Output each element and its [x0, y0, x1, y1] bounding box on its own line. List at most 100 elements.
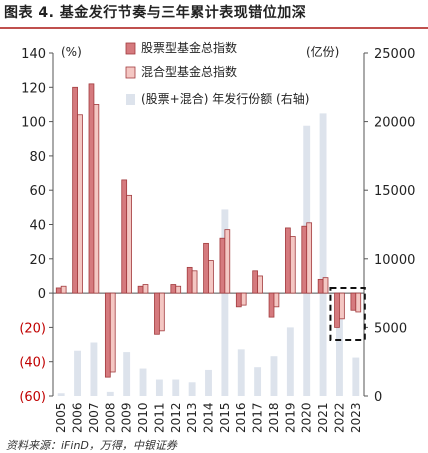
mixed-index-bar — [322, 277, 329, 294]
issuance-bar — [106, 391, 114, 396]
category-label: 2008 — [103, 402, 117, 433]
left-tick-label: 40 — [29, 219, 46, 234]
issuance-bar — [319, 113, 327, 397]
stock-index-bar — [317, 278, 324, 294]
category-label: 2014 — [202, 402, 216, 433]
category-label: 2009 — [120, 402, 134, 433]
stock-index-bar — [121, 179, 128, 294]
right-tick-label: 10000 — [374, 253, 415, 268]
issuance-bar — [57, 393, 65, 396]
mixed-index-bar — [240, 292, 247, 306]
mixed-index-bar — [355, 292, 362, 313]
category-label: 2018 — [267, 402, 281, 433]
mixed-index-bar — [60, 285, 67, 294]
category-label: 2023 — [349, 402, 363, 433]
category-label: 2019 — [283, 402, 297, 433]
issuance-bar — [74, 350, 81, 396]
issuance-bar — [286, 327, 294, 396]
left-tick-label: 140 — [21, 47, 46, 62]
stock-index-bar — [268, 292, 275, 318]
stock-index-bar — [186, 266, 193, 294]
left-tick-label: 120 — [21, 81, 46, 96]
left-tick-label: 100 — [21, 116, 46, 131]
mixed-index-bar — [208, 260, 214, 294]
mixed-index-bar — [93, 104, 100, 294]
stock-index-bar — [55, 287, 62, 294]
legend-label: (股票+混合) 年发行份额 (右轴) — [141, 91, 309, 106]
issuance-bar — [221, 209, 229, 396]
left-tick-label: 80 — [29, 150, 46, 165]
stock-index-bar — [170, 284, 177, 294]
issuance-bar — [352, 357, 360, 396]
category-label: 2013 — [185, 402, 199, 433]
stock-index-bar — [88, 83, 95, 294]
mixed-index-bar — [257, 275, 263, 294]
category-label: 2022 — [332, 402, 346, 433]
issuance-bar — [336, 316, 343, 396]
mixed-index-bar — [339, 292, 345, 320]
stock-index-bar — [154, 292, 160, 335]
legend-label: 股票型基金总指数 — [141, 40, 237, 55]
issuance-bar — [172, 379, 180, 396]
axes: 140 120 100 80 60 40 20 0 (20) (40) (60) (%) 25000 20… — [19, 44, 415, 433]
highlight-box — [329, 287, 366, 341]
category-label: 2010 — [136, 402, 150, 433]
left-tick-label: 20 — [29, 253, 46, 268]
stock-index-bar — [203, 242, 209, 294]
category-label: 2012 — [169, 402, 183, 433]
issuance-bar — [270, 356, 278, 396]
source-note: 资料来源：iFinD，万得，中银证券 — [6, 439, 177, 452]
category-label: 2005 — [54, 402, 68, 433]
stock-index-bar — [252, 270, 259, 294]
mixed-index-bar — [158, 292, 165, 332]
stock-index-bar — [104, 292, 111, 378]
title-divider — [0, 27, 428, 29]
category-label: 2017 — [251, 402, 265, 433]
right-tick-label: 25000 — [374, 47, 415, 62]
category-label: 2006 — [71, 402, 85, 433]
stock-index-bar — [350, 292, 357, 311]
mixed-index-bar — [77, 114, 83, 294]
mixed-index-bar — [306, 222, 313, 294]
legend-swatch — [126, 94, 135, 105]
chart: 140 120 100 80 60 40 20 0 (20) (40) (60) (%) 25000 20… — [19, 40, 415, 433]
category-label: 2015 — [218, 402, 232, 433]
right-tick-label: 5000 — [374, 321, 407, 336]
mixed-index-bar — [289, 236, 296, 294]
mixed-index-bar — [109, 292, 116, 373]
category-label: 2007 — [87, 402, 101, 433]
issuance-bar — [237, 349, 245, 396]
stock-index-bar — [301, 225, 308, 294]
legend-swatch — [125, 66, 136, 79]
index-bars — [55, 83, 362, 378]
category-label: 2021 — [316, 402, 330, 433]
mixed-index-bar — [273, 292, 280, 308]
stock-index-bar — [137, 285, 144, 294]
mixed-index-bar — [142, 284, 149, 294]
stock-index-bar — [235, 292, 242, 308]
stock-index-bar — [285, 227, 291, 294]
issuance-bar — [90, 342, 98, 396]
stock-index-bar — [219, 237, 226, 294]
annotation — [329, 287, 366, 341]
stock-index-bar — [334, 292, 340, 328]
issuance-bar — [188, 382, 196, 396]
left-tick-label: (40) — [19, 356, 46, 371]
right-axis-unit: (亿份) — [306, 44, 339, 59]
right-tick-label: 15000 — [374, 184, 415, 199]
stock-index-bar — [72, 86, 78, 294]
right-tick-label: 0 — [374, 390, 382, 405]
mixed-index-bar — [191, 270, 198, 294]
left-tick-label: 0 — [38, 287, 46, 302]
issuance-bar — [205, 369, 212, 396]
issuance-bar — [155, 379, 163, 396]
page-title: 图表 4. 基金发行节奏与三年累计表现错位加深 — [4, 5, 307, 21]
left-tick-label: (60) — [19, 390, 46, 405]
left-tick-label: 60 — [29, 184, 46, 199]
category-label: 2016 — [234, 402, 248, 433]
legend-swatch — [125, 42, 136, 55]
right-tick-label: 20000 — [374, 116, 415, 131]
mixed-index-bar — [126, 194, 132, 294]
issuance-bar — [139, 368, 147, 396]
